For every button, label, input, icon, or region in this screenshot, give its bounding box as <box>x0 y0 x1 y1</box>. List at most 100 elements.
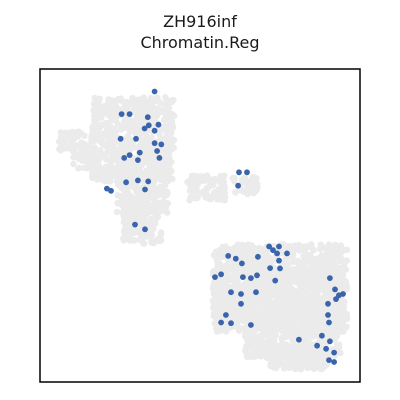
background-cell <box>202 173 210 180</box>
background-cell <box>57 129 65 136</box>
background-cell <box>140 231 147 238</box>
background-cell <box>302 357 309 365</box>
data-point <box>144 114 151 121</box>
background-cell <box>193 176 201 184</box>
background-cell <box>297 366 304 373</box>
background-cell <box>213 311 220 318</box>
data-point <box>135 157 141 164</box>
data-point <box>314 342 320 349</box>
background-cell <box>163 128 170 136</box>
background-cell <box>156 126 164 133</box>
data-point <box>248 275 254 281</box>
data-point <box>151 88 158 95</box>
background-cell <box>267 360 274 367</box>
background-cell <box>139 114 147 122</box>
background-cell <box>284 318 291 325</box>
background-cell <box>162 141 170 149</box>
background-cell <box>305 364 313 371</box>
background-cells <box>56 94 351 373</box>
data-point <box>151 140 158 147</box>
background-cell <box>202 194 209 201</box>
background-cell <box>244 314 251 322</box>
data-point <box>223 312 229 318</box>
background-cell <box>243 324 250 331</box>
background-cell <box>99 151 107 158</box>
background-cell <box>334 341 341 348</box>
data-point <box>296 336 302 343</box>
background-cell <box>126 237 134 244</box>
background-cell <box>91 138 98 145</box>
background-cell <box>265 295 272 302</box>
background-cell <box>114 176 121 184</box>
background-cell <box>162 94 169 101</box>
background-cell <box>277 342 284 349</box>
data-point <box>327 338 333 345</box>
background-cell <box>247 179 254 186</box>
background-cell <box>128 156 135 163</box>
background-cell <box>100 132 108 139</box>
background-cell <box>110 142 117 149</box>
background-cell <box>95 147 102 154</box>
background-cell <box>163 134 170 141</box>
background-cell <box>316 283 324 291</box>
background-cell <box>316 245 324 253</box>
data-point <box>154 148 161 154</box>
background-cell <box>71 135 78 142</box>
background-cell <box>265 337 272 344</box>
background-cell <box>329 309 336 316</box>
background-cell <box>72 142 79 149</box>
background-cell <box>121 141 129 148</box>
background-cell <box>217 292 224 300</box>
data-point <box>270 247 276 254</box>
background-cell <box>272 360 279 368</box>
data-point <box>244 169 250 176</box>
background-cell <box>288 276 295 283</box>
background-cell <box>235 327 243 334</box>
background-cell <box>141 109 148 116</box>
background-cell <box>116 154 123 161</box>
chart-title: ZH916inf <box>163 12 237 31</box>
background-cell <box>150 239 157 247</box>
background-cell <box>114 106 122 113</box>
background-cell <box>133 172 140 179</box>
data-point <box>284 250 290 257</box>
background-cell <box>314 293 321 300</box>
background-cell <box>307 284 314 292</box>
background-cell <box>300 334 308 341</box>
background-cell <box>279 334 286 341</box>
background-cell <box>91 173 99 180</box>
background-cell <box>330 267 337 274</box>
background-cell <box>300 285 307 293</box>
data-point <box>239 260 245 267</box>
background-cell <box>153 215 160 222</box>
background-cell <box>146 143 154 150</box>
background-cell <box>278 292 285 299</box>
background-cell <box>252 304 259 312</box>
background-cell <box>265 290 273 297</box>
background-cell <box>162 204 170 211</box>
background-cell <box>333 332 340 340</box>
background-cell <box>317 356 324 363</box>
background-cell <box>92 98 100 106</box>
background-cell <box>332 314 339 321</box>
background-cell <box>242 242 250 249</box>
background-cell <box>147 231 154 238</box>
background-cell <box>227 265 234 273</box>
data-point <box>118 111 125 117</box>
background-cell <box>148 165 155 172</box>
background-cell <box>189 194 196 201</box>
background-cell <box>288 251 295 258</box>
background-cell <box>216 285 223 292</box>
background-cell <box>323 256 330 263</box>
background-cell <box>142 148 149 155</box>
background-cell <box>81 156 89 163</box>
data-point <box>236 169 242 176</box>
background-cell <box>223 261 230 269</box>
background-cell <box>252 278 259 286</box>
background-cell <box>158 161 166 168</box>
background-cell <box>297 272 304 279</box>
background-cell <box>103 175 110 183</box>
background-cell <box>103 156 110 163</box>
background-cell <box>162 123 169 130</box>
background-cell <box>253 336 260 343</box>
